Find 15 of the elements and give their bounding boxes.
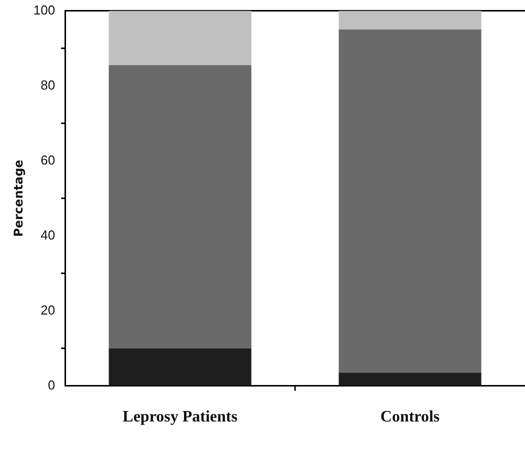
bar [108,10,252,66]
y-tick-label: 100 [33,2,56,18]
y-tick-label: 40 [40,227,56,242]
bar [338,10,482,30]
bar [338,30,482,373]
x-tick-label: Leprosy Patients [122,408,238,426]
y-tick-label: 0 [48,377,56,392]
y-tick-label: 80 [40,77,56,92]
y-axis-title: Percentage [11,160,26,237]
x-tick-label: Controls [380,408,440,426]
bar [338,372,482,386]
y-tick-label: 60 [40,152,56,168]
bar [108,65,252,348]
y-tick-label: 20 [40,302,56,318]
bar [108,348,252,386]
